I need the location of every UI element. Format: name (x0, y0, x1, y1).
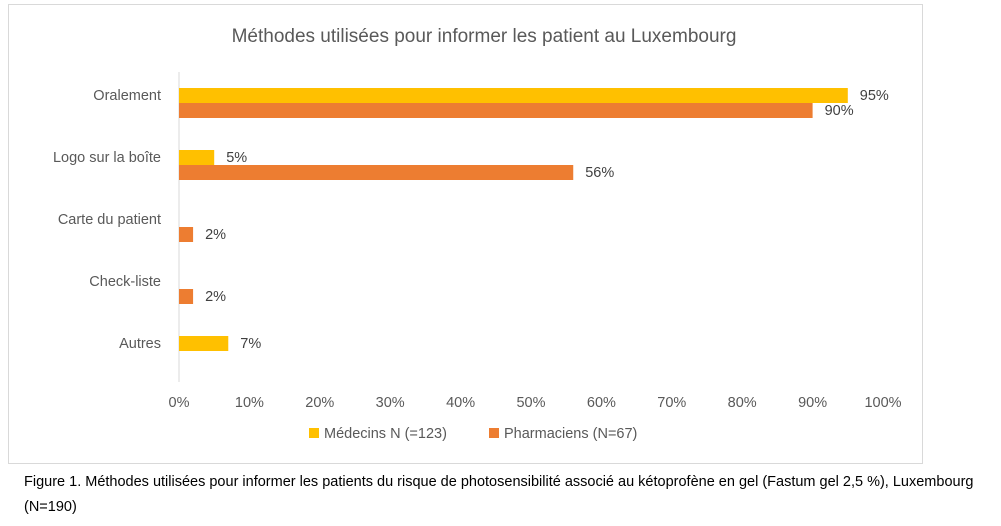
bar-medecins (179, 150, 215, 165)
x-tick-label: 0% (169, 395, 190, 411)
bar-chart: Méthodes utilisées pour informer les pat… (53, 26, 902, 442)
data-label: 56% (585, 165, 614, 181)
bar-medecins (179, 336, 229, 351)
bar-pharmaciens (179, 289, 194, 304)
data-label: 7% (240, 336, 261, 352)
x-tick-label: 80% (728, 395, 757, 411)
bar-pharmaciens (179, 165, 574, 180)
data-label: 2% (205, 289, 226, 305)
bar-pharmaciens (179, 227, 194, 242)
x-tick-label: 30% (376, 395, 405, 411)
bar-medecins (179, 88, 848, 103)
legend-swatch (309, 428, 319, 438)
x-tick-label: 10% (235, 395, 264, 411)
x-tick-label: 100% (864, 395, 901, 411)
chart-frame: Méthodes utilisées pour informer les pat… (8, 4, 923, 464)
x-tick-label: 70% (657, 395, 686, 411)
x-tick-label: 50% (516, 395, 545, 411)
category-label: Oralement (93, 88, 161, 104)
x-tick-label: 40% (446, 395, 475, 411)
x-tick-label: 20% (305, 395, 334, 411)
data-label: 95% (860, 88, 889, 104)
legend-label: Médecins N (=123) (324, 426, 447, 442)
x-tick-label: 60% (587, 395, 616, 411)
category-label: Autres (119, 336, 161, 352)
data-label: 2% (205, 227, 226, 243)
bar-pharmaciens (179, 103, 813, 118)
x-tick-label: 90% (798, 395, 827, 411)
data-label: 5% (226, 150, 247, 166)
figure-caption: Figure 1. Méthodes utilisées pour inform… (24, 474, 974, 515)
chart-title: Méthodes utilisées pour informer les pat… (232, 26, 737, 47)
legend-swatch (489, 428, 499, 438)
category-label: Check-liste (89, 274, 161, 290)
category-label: Carte du patient (58, 212, 161, 228)
category-label: Logo sur la boîte (53, 150, 161, 166)
data-label: 90% (825, 103, 854, 119)
legend-label: Pharmaciens (N=67) (504, 426, 637, 442)
